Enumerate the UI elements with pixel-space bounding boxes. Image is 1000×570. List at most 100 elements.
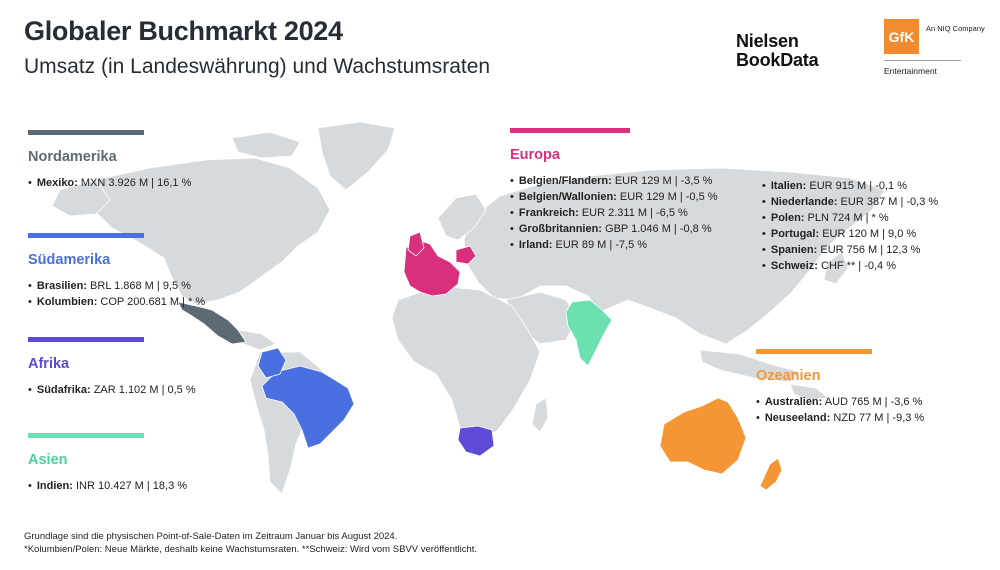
region-list: Mexiko: MXN 3.926 M | 16,1 %	[28, 175, 192, 191]
list-item: Brasilien: BRL 1.868 M | 9,5 %	[28, 278, 205, 294]
region-list: Australien: AUD 765 M | -3,6 % Neuseelan…	[756, 394, 924, 426]
country-value: AUD 765 M | -3,6 %	[822, 396, 923, 408]
region-europa: Europa Belgien/Flandern: EUR 129 M | -3,…	[510, 128, 718, 253]
country-value: EUR 387 M | -0,3 %	[837, 196, 939, 208]
country-australien	[659, 397, 747, 475]
country-value: MXN 3.926 M | 16,1 %	[77, 177, 192, 189]
footnote: Grundlage sind die physischen Point-of-S…	[24, 530, 477, 556]
country-label: Frankreich:	[518, 207, 579, 219]
gfk-logo: GfK	[884, 19, 919, 54]
country-value: EUR 129 M | -0,5 %	[616, 191, 718, 203]
region-title: Asien	[28, 452, 68, 468]
country-polen	[455, 245, 477, 265]
country-label: Australien:	[764, 396, 823, 408]
gfk-division: Entertainment	[884, 66, 937, 76]
list-item: Südafrika: ZAR 1.102 M | 0,5 %	[28, 382, 196, 398]
region-title: Südamerika	[28, 252, 111, 268]
region-title: Ozeanien	[756, 368, 821, 384]
country-grossbritannien	[407, 231, 425, 257]
country-value: EUR 915 M | -0,1 %	[806, 180, 907, 192]
land-arctic-islands	[231, 131, 301, 159]
country-indien	[565, 299, 613, 367]
country-label: Mexiko:	[36, 177, 78, 189]
list-item: Portugal: EUR 120 M | 9,0 %	[762, 226, 938, 242]
land-scandinavia	[437, 193, 487, 241]
country-kolumbien	[257, 347, 287, 379]
list-item: Neuseeland: NZD 77 M | -9,3 %	[756, 410, 924, 426]
country-value: EUR 129 M | -3,5 %	[611, 175, 713, 187]
region-ozeanien: Ozeanien Australien: AUD 765 M | -3,6 % …	[756, 349, 924, 426]
region-list: Brasilien: BRL 1.868 M | 9,5 % Kolumbien…	[28, 278, 205, 310]
region-nordamerika: Nordamerika Mexiko: MXN 3.926 M | 16,1 %	[28, 130, 191, 191]
nielsen-bookdata-logo: Nielsen BookData	[736, 31, 819, 70]
list-item: Kolumbien: COP 200.681 M | * %	[28, 294, 205, 310]
list-item: Mexiko: MXN 3.926 M | 16,1 %	[28, 175, 192, 191]
region-title: Europa	[510, 147, 560, 163]
region-asien: Asien Indien: INR 10.427 M | 18,3 %	[28, 433, 187, 494]
list-item: Niederlande: EUR 387 M | -0,3 %	[762, 194, 938, 210]
region-afrika: Afrika Südafrika: ZAR 1.102 M | 0,5 %	[28, 337, 196, 398]
region-list: Südafrika: ZAR 1.102 M | 0,5 %	[28, 382, 196, 398]
country-label: Indien:	[36, 480, 73, 492]
gfk-divider	[884, 60, 961, 61]
page-title: Globaler Buchmarkt 2024	[24, 16, 343, 46]
country-value: INR 10.427 M | 18,3 %	[72, 480, 188, 492]
country-label: Großbritannien:	[518, 223, 602, 235]
region-bar	[28, 337, 144, 342]
country-value: NZD 77 M | -9,3 %	[830, 412, 925, 424]
country-mexiko	[177, 301, 247, 345]
land-madagascar	[531, 397, 549, 433]
list-item: Italien: EUR 915 M | -0,1 %	[762, 178, 938, 194]
nielsen-logo-line1: Nielsen	[736, 31, 799, 51]
nielsen-logo-line2: BookData	[736, 50, 819, 70]
page-subtitle: Umsatz (in Landeswährung) und Wachstumsr…	[24, 55, 491, 78]
region-title: Afrika	[28, 356, 70, 372]
country-value: BRL 1.868 M | 9,5 %	[87, 280, 191, 292]
country-value: GBP 1.046 M | -0,8 %	[601, 223, 712, 235]
region-title: Nordamerika	[28, 149, 117, 165]
country-value: EUR 89 M | -7,5 %	[552, 239, 648, 251]
country-label: Brasilien:	[36, 280, 87, 292]
country-label: Südafrika:	[36, 384, 91, 396]
country-label: Italien:	[770, 180, 807, 192]
country-suedafrika	[457, 425, 495, 457]
country-neuseeland	[759, 457, 783, 491]
list-item: Belgien/Flandern: EUR 129 M | -3,5 %	[510, 173, 718, 189]
country-label: Irland:	[518, 239, 553, 251]
list-item: Belgien/Wallonien: EUR 129 M | -0,5 %	[510, 189, 718, 205]
country-label: Belgien/Wallonien:	[518, 191, 617, 203]
country-label: Niederlande:	[770, 196, 838, 208]
country-label: Schweiz:	[770, 260, 818, 272]
list-item: Frankreich: EUR 2.311 M | -6,5 %	[510, 205, 718, 221]
region-europa-list-right: Italien: EUR 915 M | -0,1 % Niederlande:…	[762, 178, 938, 274]
region-list: Indien: INR 10.427 M | 18,3 %	[28, 478, 187, 494]
list-item: Indien: INR 10.427 M | 18,3 %	[28, 478, 187, 494]
country-value: CHF ** | -0,4 %	[817, 260, 896, 272]
list-item: Australien: AUD 765 M | -3,6 %	[756, 394, 924, 410]
country-brasilien	[261, 365, 355, 449]
country-value: PLN 724 M | * %	[804, 212, 889, 224]
country-label: Polen:	[770, 212, 805, 224]
country-label: Portugal:	[770, 228, 820, 240]
list-item: Spanien: EUR 756 M | 12,3 %	[762, 242, 938, 258]
list-item: Irland: EUR 89 M | -7,5 %	[510, 237, 718, 253]
list-item: Großbritannien: GBP 1.046 M | -0,8 %	[510, 221, 718, 237]
region-bar	[28, 433, 144, 438]
country-value: ZAR 1.102 M | 0,5 %	[90, 384, 196, 396]
list-item: Polen: PLN 724 M | * %	[762, 210, 938, 226]
region-list: Belgien/Flandern: EUR 129 M | -3,5 % Bel…	[510, 173, 718, 253]
gfk-tagline: An NIQ Company	[926, 24, 985, 33]
region-bar	[510, 128, 630, 133]
list-item: Schweiz: CHF ** | -0,4 %	[762, 258, 938, 274]
footnote-line1: Grundlage sind die physischen Point-of-S…	[24, 531, 398, 542]
country-label: Spanien:	[770, 244, 818, 256]
land-indonesia	[699, 349, 801, 383]
footnote-line2: *Kolumbien/Polen: Neue Märkte, deshalb k…	[24, 544, 478, 555]
country-label: Neuseeland:	[764, 412, 831, 424]
country-value: EUR 120 M | 9,0 %	[819, 228, 917, 240]
land-africa	[391, 285, 541, 443]
country-value: COP 200.681 M | * %	[97, 296, 206, 308]
land-greenland	[317, 121, 396, 191]
region-bar	[28, 130, 144, 135]
region-bar	[28, 233, 144, 238]
